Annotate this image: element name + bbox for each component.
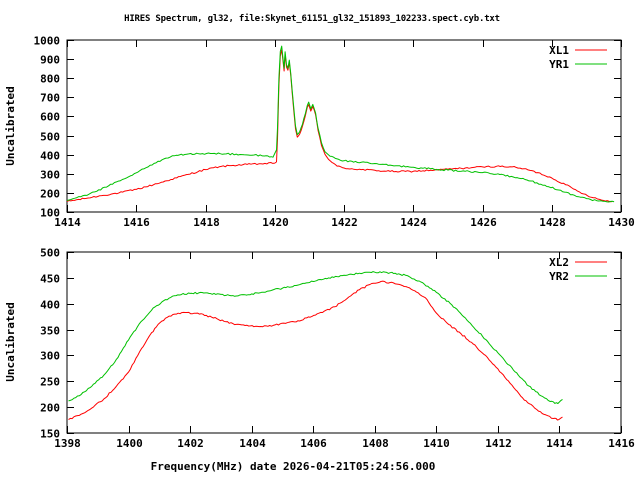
y-tick-label: 200 — [40, 188, 60, 201]
legend-label-XL1: XL1 — [549, 44, 569, 57]
series-YR1 — [66, 45, 615, 203]
x-tick-label: 1408 — [362, 437, 389, 450]
x-tick-label: 1398 — [54, 437, 81, 450]
legend-label-YR2: YR2 — [549, 270, 569, 283]
y-tick-label: 600 — [40, 111, 60, 124]
x-tick-label: 1406 — [300, 437, 327, 450]
x-tick-label: 1418 — [193, 216, 220, 229]
y-tick-label: 500 — [40, 131, 60, 144]
y-tick-label: 200 — [40, 402, 60, 415]
y-axis-label-top: Uncalibrated — [4, 86, 17, 165]
x-tick-label: 1416 — [608, 437, 635, 450]
y-tick-label: 150 — [40, 428, 60, 441]
series-XL2 — [68, 280, 563, 421]
y-tick-label: 900 — [40, 54, 60, 67]
x-tick-label: 1402 — [177, 437, 204, 450]
x-tick-label: 1420 — [262, 216, 289, 229]
plot-panels: 1414 1416 1418 1420 1422 1424 1426 1428 1430 100 2… — [34, 35, 636, 451]
y-tick-label: 700 — [40, 92, 60, 105]
y-axis-label-bottom: Uncalibrated — [4, 302, 17, 381]
x-tick-label: 1400 — [116, 437, 143, 450]
x-tick-label: 1426 — [470, 216, 497, 229]
legend-entry-YR2: YR2 — [549, 270, 607, 283]
x-tick-label: 1414 — [546, 437, 573, 450]
y-tick-label: 350 — [40, 325, 60, 338]
legend-label-YR1: YR1 — [549, 58, 569, 71]
y-tick-label: 1000 — [34, 35, 61, 48]
y-tick-label: 450 — [40, 273, 60, 286]
legend-entry-XL1: XL1 — [549, 44, 607, 57]
x-tick-label: 1428 — [539, 216, 566, 229]
chart-title: HIRES Spectrum, gl32, file:Skynet_61151_… — [124, 13, 500, 24]
legend-label-XL2: XL2 — [549, 256, 569, 269]
y-tick-label: 300 — [40, 350, 60, 363]
y-tick-label: 800 — [40, 73, 60, 86]
x-tick-label: 1404 — [239, 437, 266, 450]
y-tick-label: 400 — [40, 299, 60, 312]
panel-top: 1414 1416 1418 1420 1422 1424 1426 1428 1430 100 2… — [34, 35, 635, 230]
x-tick-label: 1424 — [400, 216, 427, 229]
series-XL1 — [66, 49, 613, 203]
x-tick-label: 1414 — [54, 216, 81, 229]
x-tick-label: 1410 — [423, 437, 450, 450]
y-tick-label: 250 — [40, 376, 60, 389]
x-tick-label: 1430 — [608, 216, 635, 229]
y-tick-label: 300 — [40, 169, 60, 182]
x-tick-label: 1416 — [123, 216, 150, 229]
legend-entry-YR1: YR1 — [549, 58, 607, 71]
y-tick-label: 400 — [40, 150, 60, 163]
y-tick-label: 100 — [40, 207, 60, 220]
x-tick-label: 1412 — [485, 437, 512, 450]
y-tick-label: 500 — [40, 247, 60, 260]
panel-bottom: 1398 1400 1402 1404 1406 1408 1410 1412 1414 1416… — [40, 247, 635, 451]
series-YR2 — [68, 271, 563, 404]
plot-border — [66, 251, 622, 434]
legend-entry-XL2: XL2 — [549, 256, 607, 269]
x-tick-label: 1422 — [331, 216, 358, 229]
x-axis-label-bottom: Frequency(MHz) date 2026-04-21T05:24:56.… — [151, 460, 436, 473]
